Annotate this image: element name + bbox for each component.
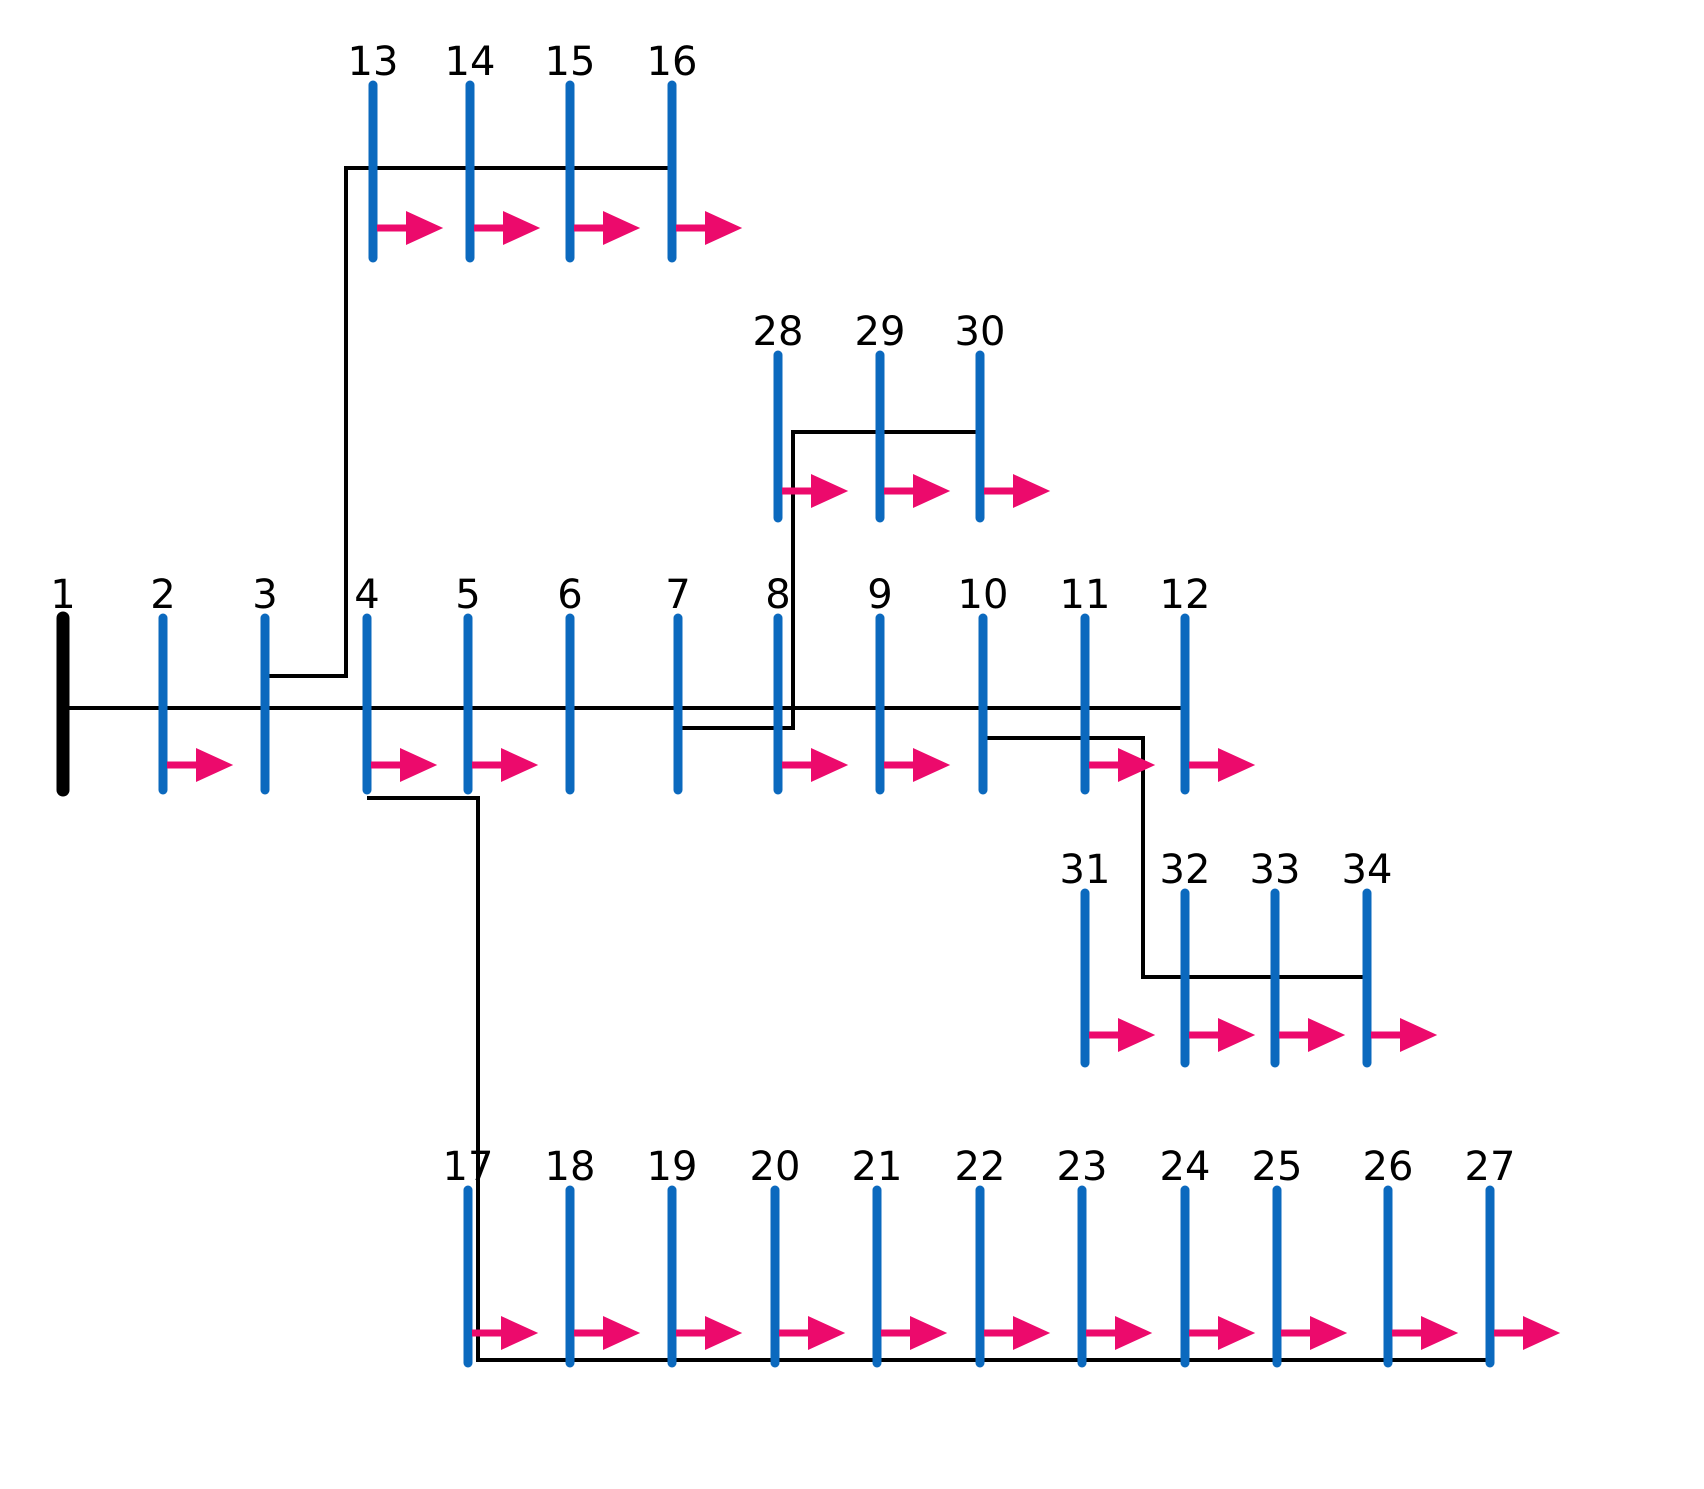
bus-8-load-arrow-head: [811, 748, 849, 782]
bus-19-load-arrow-head: [705, 1316, 743, 1350]
lateral-7-to-28-30-line: [678, 430, 980, 730]
bus-6-label: 6: [557, 572, 582, 618]
lateral-3-to-13-16-line: [265, 166, 672, 678]
bus-22-load-arrow-head: [1013, 1316, 1051, 1350]
bus-16-load-arrow-head: [705, 211, 743, 245]
bus-10-label: 10: [958, 572, 1009, 618]
bus-18-label: 18: [545, 1144, 596, 1190]
bus-13-load-arrow-head: [406, 211, 444, 245]
bus-4-label: 4: [354, 572, 379, 618]
bus-28-label: 28: [753, 309, 804, 355]
bus-14-label: 14: [445, 39, 496, 85]
bus-15-load-arrow-head: [603, 211, 641, 245]
bus-29-load-arrow-head: [913, 474, 951, 508]
bus-34-load-arrow-head: [1400, 1018, 1438, 1052]
bus-28-load-arrow-head: [811, 474, 849, 508]
lateral-4-to-17-27-line: [367, 796, 1490, 1362]
bus-17-load-arrow-head: [501, 1316, 539, 1350]
bus-8-label: 8: [765, 572, 790, 618]
bus-24-load-arrow-head: [1218, 1316, 1256, 1350]
bus-2-label: 2: [150, 572, 175, 618]
bus-layer: [56, 80, 1495, 1368]
bus-11-load-arrow-head: [1118, 748, 1156, 782]
bus-27-load-arrow-head: [1523, 1316, 1561, 1350]
bus-19-label: 19: [647, 1144, 698, 1190]
bus-13-label: 13: [348, 39, 399, 85]
bus-21-label: 21: [852, 1144, 903, 1190]
bus-34-label: 34: [1342, 847, 1393, 893]
bus-9-label: 9: [867, 572, 892, 618]
bus-9-load-arrow-head: [913, 748, 951, 782]
bus-12-label: 12: [1160, 572, 1211, 618]
bus-24-label: 24: [1160, 1144, 1211, 1190]
bus-33-load-arrow-head: [1308, 1018, 1346, 1052]
bus-30-label: 30: [955, 309, 1006, 355]
bus-20-label: 20: [750, 1144, 801, 1190]
bus-22-label: 22: [955, 1144, 1006, 1190]
bus-32-load-arrow-head: [1218, 1018, 1256, 1052]
bus-17-label: 17: [443, 1144, 494, 1190]
bus-20-load-arrow-head: [808, 1316, 846, 1350]
bus-5-label: 5: [455, 572, 480, 618]
bus-4-load-arrow-head: [400, 748, 438, 782]
bus-5-load-arrow-head: [501, 748, 539, 782]
bus-3-label: 3: [252, 572, 277, 618]
load-arrow-layer: [167, 211, 1561, 1350]
bus-32-label: 32: [1160, 847, 1211, 893]
bus-21-load-arrow-head: [910, 1316, 948, 1350]
bus-1-label: 1: [50, 572, 75, 618]
bus-29-label: 29: [855, 309, 906, 355]
lateral-10-to-31-34-line: [983, 736, 1367, 979]
bus-7-label: 7: [665, 572, 690, 618]
bus-18-load-arrow-head: [603, 1316, 641, 1350]
bus-15-label: 15: [545, 39, 596, 85]
bus-12-load-arrow-head: [1218, 748, 1256, 782]
bus-23-load-arrow-head: [1115, 1316, 1153, 1350]
bus-31-load-arrow-head: [1118, 1018, 1156, 1052]
bus-16-label: 16: [647, 39, 698, 85]
bus-26-label: 26: [1363, 1144, 1414, 1190]
bus-33-label: 33: [1250, 847, 1301, 893]
bus-25-load-arrow-head: [1310, 1316, 1348, 1350]
bus-30-load-arrow-head: [1013, 474, 1051, 508]
bus-11-label: 11: [1060, 572, 1111, 618]
bus-23-label: 23: [1057, 1144, 1108, 1190]
bus-2-load-arrow-head: [196, 748, 234, 782]
bus-14-load-arrow-head: [503, 211, 541, 245]
bus-27-label: 27: [1465, 1144, 1516, 1190]
bus-31-label: 31: [1060, 847, 1111, 893]
bus-26-load-arrow-head: [1421, 1316, 1459, 1350]
bus-25-label: 25: [1252, 1144, 1303, 1190]
